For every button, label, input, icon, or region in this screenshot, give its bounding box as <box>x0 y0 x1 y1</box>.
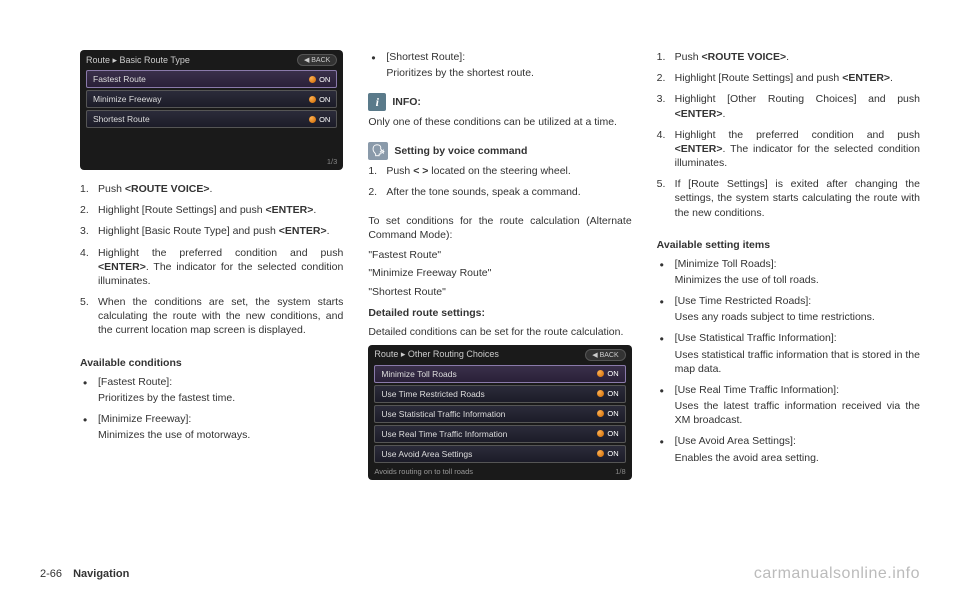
step-item: Highlight [Route Settings] and push <ENT… <box>80 203 343 217</box>
info-heading: i INFO: <box>368 93 631 111</box>
ss-back-button: ◀ BACK <box>297 54 337 66</box>
list-desc: Uses the latest traffic information rece… <box>657 399 920 427</box>
conditions-list: [Fastest Route]: <box>80 375 343 391</box>
ss-help: Avoids routing on to toll roads <box>374 467 473 476</box>
step-item: Highlight the preferred condition and pu… <box>80 246 343 289</box>
step-item: Highlight [Other Routing Choices] and pu… <box>657 92 920 120</box>
section-label: Navigation <box>73 568 129 580</box>
column-1: Route ▸ Basic Route Type ◀ BACK Fastest … <box>80 50 343 540</box>
screenshot-basic-route: Route ▸ Basic Route Type ◀ BACK Fastest … <box>80 50 343 170</box>
step-item: Highlight the preferred condition and pu… <box>657 128 920 171</box>
detailed-head: Detailed route settings: <box>368 307 631 319</box>
list-desc: Uses statistical traffic information tha… <box>657 348 920 376</box>
ss-row: Use Avoid Area Settings ON <box>374 445 625 463</box>
voice-icon: 🗣 <box>368 142 388 160</box>
column-2: [Shortest Route]: Prioritizes by the sho… <box>368 50 631 540</box>
ss-row: Minimize Toll Roads ON <box>374 365 625 383</box>
voice-steps: Push < > located on the steering wheel. … <box>368 164 631 206</box>
ss-counter: 1/3 <box>327 157 337 166</box>
list-item: [Use Time Restricted Roads]: <box>657 294 920 308</box>
ss-row: Use Time Restricted Roads ON <box>374 385 625 403</box>
step-item: If [Route Settings] is exited after chan… <box>657 177 920 220</box>
steps-list: Push <ROUTE VOICE>. Highlight [Route Set… <box>80 182 343 345</box>
list-desc: Minimizes the use of toll roads. <box>657 273 920 287</box>
voice-command: "Shortest Route" <box>368 285 631 299</box>
step-item: Push <ROUTE VOICE>. <box>80 182 343 196</box>
voice-command: "Minimize Freeway Route" <box>368 266 631 280</box>
step-item: Highlight [Route Settings] and push <ENT… <box>657 71 920 85</box>
column-3: Push <ROUTE VOICE>. Highlight [Route Set… <box>657 50 920 540</box>
ss-row: Shortest Route ON <box>86 110 337 128</box>
detailed-body: Detailed conditions can be set for the r… <box>368 325 631 339</box>
available-items-head: Available setting items <box>657 239 920 251</box>
list-desc: Enables the avoid area setting. <box>657 451 920 465</box>
voice-command: "Fastest Route" <box>368 248 631 262</box>
available-conditions-head: Available conditions <box>80 357 343 369</box>
step-item: When the conditions are set, the system … <box>80 295 343 338</box>
list-item: [Shortest Route]: <box>368 50 631 64</box>
step-item: Highlight [Basic Route Type] and push <E… <box>80 224 343 238</box>
ss-row: Fastest Route ON <box>86 70 337 88</box>
step-item: Push <ROUTE VOICE>. <box>657 50 920 64</box>
list-item: [Minimize Freeway]: <box>80 412 343 426</box>
step-item: Push < > located on the steering wheel. <box>368 164 631 178</box>
watermark: carmanualsonline.info <box>754 565 920 583</box>
list-item: [Fastest Route]: <box>80 375 343 389</box>
list-desc: Uses any roads subject to time restricti… <box>657 310 920 324</box>
ss-back-button: ◀ BACK <box>585 349 625 361</box>
steps-list: Push <ROUTE VOICE>. Highlight [Route Set… <box>657 50 920 227</box>
info-body: Only one of these conditions can be util… <box>368 115 631 129</box>
ss-row: Use Real Time Traffic Information ON <box>374 425 625 443</box>
page-number: 2-66 <box>40 568 62 580</box>
list-desc: Minimizes the use of motorways. <box>80 428 343 442</box>
step-item: After the tone sounds, speak a command. <box>368 185 631 199</box>
ss-row: Minimize Freeway ON <box>86 90 337 108</box>
voice-heading: 🗣 Setting by voice command <box>368 142 631 160</box>
acm-intro: To set conditions for the route calculat… <box>368 214 631 242</box>
ss-row: Use Statistical Traffic Information ON <box>374 405 625 423</box>
ss-counter: 1/8 <box>615 467 625 476</box>
page-footer: 2-66 Navigation carmanualsonline.info <box>40 565 920 583</box>
list-item: [Minimize Toll Roads]: <box>657 257 920 271</box>
list-desc: Prioritizes by the fastest time. <box>80 391 343 405</box>
ss-title: Route ▸ Basic Route Type <box>86 55 190 66</box>
info-icon: i <box>368 93 386 111</box>
ss-title: Route ▸ Other Routing Choices <box>374 349 499 360</box>
list-desc: Prioritizes by the shortest route. <box>368 66 631 80</box>
list-item: [Use Real Time Traffic Information]: <box>657 383 920 397</box>
list-item: [Use Avoid Area Settings]: <box>657 434 920 448</box>
screenshot-other-routing: Route ▸ Other Routing Choices ◀ BACK Min… <box>368 345 631 480</box>
list-item: [Use Statistical Traffic Information]: <box>657 331 920 345</box>
